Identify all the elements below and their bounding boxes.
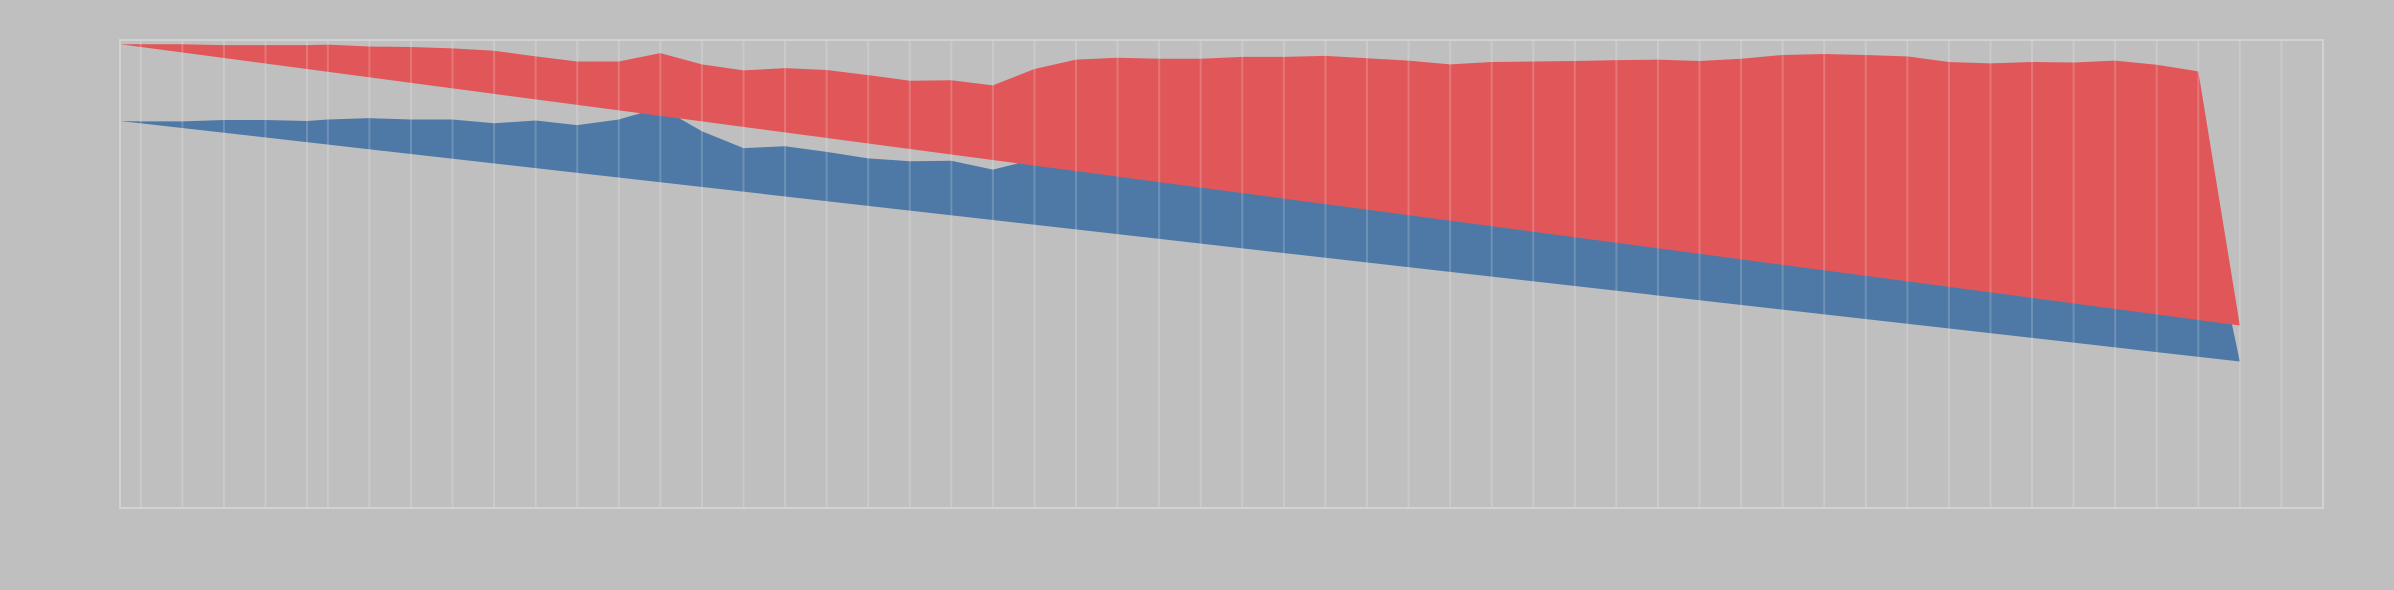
area-series-2 <box>120 44 2240 326</box>
area-series-group <box>120 44 2240 362</box>
plot-area-border <box>119 39 2324 509</box>
